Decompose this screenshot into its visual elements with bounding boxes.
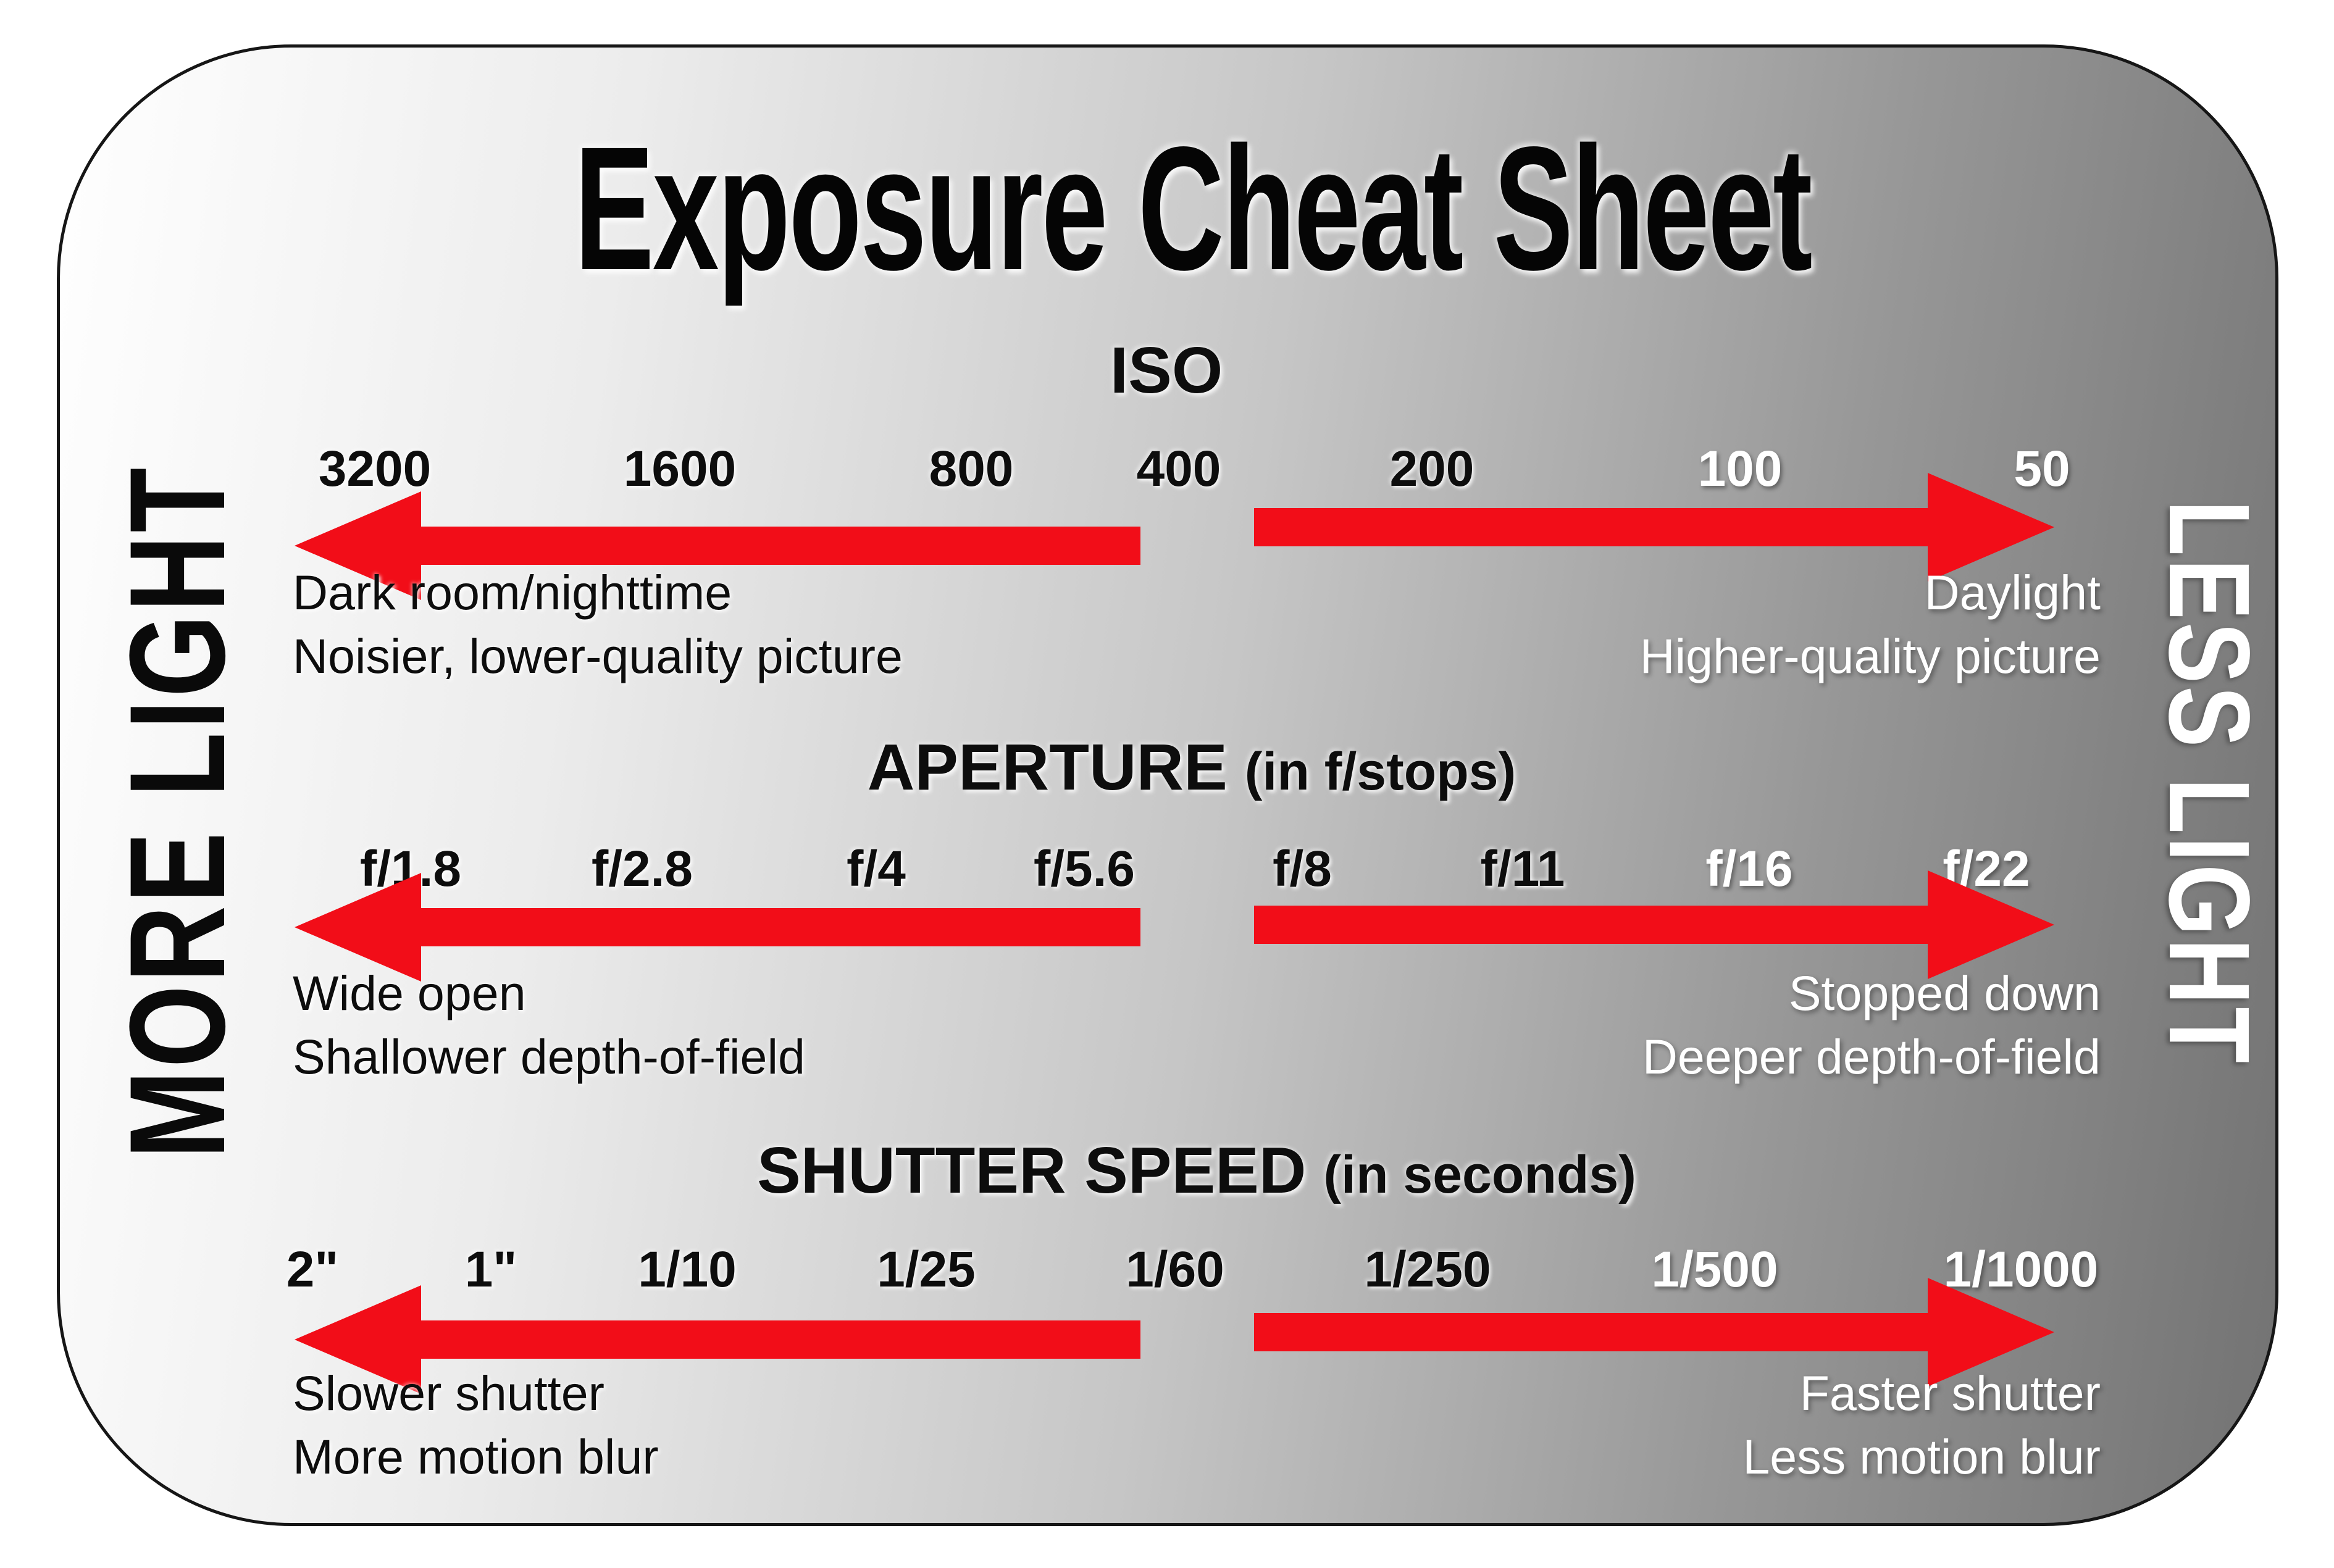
aperture-tick-f/16: f/16	[1705, 841, 1793, 897]
iso-tick-800: 800	[929, 441, 1014, 497]
arrow-shaft	[1254, 906, 1931, 944]
aperture-heading-suffix: (in f/stops)	[1244, 742, 1516, 801]
iso-right-arrow	[1254, 473, 2054, 582]
shutter-tick-1": 1"	[464, 1241, 517, 1298]
less-light-label: LESS LIGHT	[2145, 499, 2273, 1066]
shutter-tick-1/250: 1/250	[1364, 1241, 1491, 1298]
arrow-head-left-icon	[295, 1285, 421, 1394]
iso-left-arrow	[295, 491, 1140, 600]
shutter-tick-1/10: 1/10	[638, 1241, 737, 1298]
arrow-head-left-icon	[295, 491, 421, 600]
caption-line: Deeper depth-of-field	[1642, 1029, 2101, 1084]
shutter-tick-1/500: 1/500	[1651, 1241, 1778, 1298]
shutter-tick-1/25: 1/25	[877, 1241, 976, 1298]
iso-left-caption: Dark room/nighttime Noisier, lower-quali…	[293, 561, 903, 688]
shutter-heading-suffix: (in seconds)	[1323, 1145, 1636, 1204]
more-light-label: MORE LIGHT	[101, 465, 253, 1159]
caption-line: Dark room/nighttime	[293, 565, 732, 620]
arrow-shaft	[1254, 508, 1931, 546]
iso-tick-100: 100	[1697, 441, 1783, 497]
aperture-tick-f/2.8: f/2.8	[591, 841, 693, 897]
shutter-right-arrow	[1254, 1278, 2054, 1387]
caption-line: Higher-quality picture	[1639, 628, 2101, 683]
cheat-sheet-card	[57, 44, 2278, 1526]
caption-line: Wide open	[293, 965, 526, 1020]
caption-line: More motion blur	[293, 1429, 659, 1484]
iso-heading: ISO	[1110, 338, 1240, 403]
iso-tick-400: 400	[1136, 441, 1221, 497]
arrow-shaft	[418, 908, 1140, 946]
iso-tick-3200: 3200	[318, 441, 432, 497]
iso-tick-row: 3200 1600 800 400 200 100 50	[0, 441, 2334, 509]
arrow-shaft	[418, 527, 1140, 565]
arrow-head-left-icon	[295, 873, 421, 982]
aperture-left-caption: Wide open Shallower depth-of-field	[293, 961, 805, 1088]
shutter-heading-text: SHUTTER SPEED	[757, 1134, 1307, 1207]
caption-line: Stopped down	[1788, 965, 2101, 1020]
iso-tick-200: 200	[1389, 441, 1474, 497]
caption-line: Faster shutter	[1799, 1366, 2101, 1420]
shutter-left-arrow	[295, 1285, 1140, 1394]
aperture-right-arrow	[1254, 870, 2054, 979]
shutter-left-caption: Slower shutter More motion blur	[293, 1361, 659, 1488]
iso-heading-text: ISO	[1110, 334, 1223, 407]
shutter-tick-1/60: 1/60	[1126, 1241, 1224, 1298]
arrow-shaft	[418, 1320, 1140, 1359]
caption-line: Noisier, lower-quality picture	[293, 628, 903, 683]
aperture-heading: APERTURE (in f/stops)	[868, 735, 1516, 800]
aperture-heading-text: APERTURE	[867, 731, 1228, 804]
arrow-head-right-icon	[1928, 870, 2054, 979]
shutter-heading: SHUTTER SPEED (in seconds)	[757, 1138, 1636, 1203]
aperture-tick-f/5.6: f/5.6	[1033, 841, 1136, 897]
arrow-head-right-icon	[1928, 1278, 2054, 1387]
caption-line: Daylight	[1924, 565, 2101, 620]
aperture-tick-f/4: f/4	[847, 841, 906, 897]
aperture-tick-f/8: f/8	[1273, 841, 1332, 897]
shutter-right-caption: Faster shutter Less motion blur	[1742, 1361, 2101, 1488]
arrow-shaft	[1254, 1313, 1931, 1351]
aperture-right-caption: Stopped down Deeper depth-of-field	[1642, 961, 2101, 1088]
iso-right-caption: Daylight Higher-quality picture	[1640, 561, 2101, 688]
caption-line: Less motion blur	[1742, 1429, 2101, 1484]
caption-line: Shallower depth-of-field	[293, 1029, 805, 1084]
aperture-tick-f/11: f/11	[1480, 841, 1565, 897]
arrow-head-right-icon	[1928, 473, 2054, 582]
iso-tick-1600: 1600	[623, 441, 737, 497]
aperture-left-arrow	[295, 873, 1140, 982]
page-title: Exposure Cheat Sheet	[574, 111, 1813, 307]
caption-line: Slower shutter	[293, 1366, 604, 1420]
title-wrap: Exposure Cheat Sheet	[52, 121, 2334, 297]
